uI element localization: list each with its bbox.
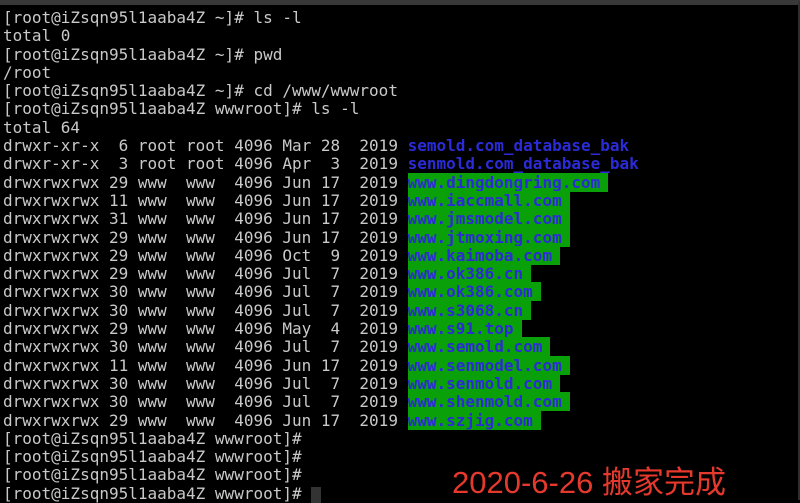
listing-row: drwxr-xr-x 6 root root 4096 Mar 28 2019 …: [3, 136, 639, 156]
directory-name: www.jtmoxing.com: [407, 227, 570, 247]
file-meta: drwxrwxrwx 11 www www 4096 Jun 17 2019: [3, 355, 408, 375]
file-meta: drwxr-xr-x 6 root root 4096 Mar 28 2019: [3, 136, 408, 156]
file-meta: drwxrwxrwx 29 www www 4096 Oct 9 2019: [3, 245, 408, 265]
directory-name: www.kaimoba.com: [407, 245, 561, 265]
terminal-line: [root@iZsqn95l1aaba4Z wwwroot]#: [3, 465, 312, 485]
directory-name: www.ok386.com: [407, 282, 541, 302]
directory-name: www.ok386.cn: [407, 264, 532, 284]
terminal-line: [root@iZsqn95l1aaba4Z wwwroot]#: [3, 428, 312, 448]
terminal-line: total 0: [3, 26, 71, 46]
cursor-block: [311, 486, 322, 503]
file-meta: drwxrwxrwx 29 www www 4096 Jun 17 2019: [3, 410, 408, 430]
terminal-line: total 64: [3, 117, 81, 137]
terminal-screen[interactable]: [root@iZsqn95l1aaba4Z ~]# ls -l total 0 [r…: [3, 8, 639, 503]
file-meta: drwxrwxrwx 29 www www 4096 Jun 17 2019: [3, 172, 408, 192]
directory-name: www.senmodel.com: [407, 355, 570, 375]
file-meta: drwxrwxrwx 30 www www 4096 Jul 7 2019: [3, 337, 408, 357]
directory-name: www.jmsmodel.com: [407, 209, 570, 229]
listing-row: drwxrwxrwx 29 www www 4096 Oct 9 2019 ww…: [3, 245, 639, 265]
listing-row: drwxrwxrwx 30 www www 4096 Jul 7 2019 ww…: [3, 300, 639, 320]
terminal-line: [root@iZsqn95l1aaba4Z wwwroot]#: [3, 484, 639, 503]
directory-name: www.shenmold.com: [407, 392, 570, 412]
listing-row: drwxrwxrwx 30 www www 4096 Jul 7 2019 ww…: [3, 337, 639, 357]
directory-name: www.senmold.com: [407, 373, 561, 393]
listing-row: drwxr-xr-x 3 root root 4096 Apr 3 2019 s…: [3, 155, 639, 173]
listing-row: drwxrwxrwx 29 www www 4096 Jun 17 2019 w…: [3, 172, 639, 192]
file-meta: drwxrwxrwx 29 www www 4096 Jun 17 2019: [3, 227, 408, 247]
listing-row: drwxrwxrwx 30 www www 4096 Jul 7 2019 ww…: [3, 282, 639, 302]
file-meta: drwxrwxrwx 30 www www 4096 Jul 7 2019: [3, 392, 408, 412]
file-meta: drwxrwxrwx 30 www www 4096 Jul 7 2019: [3, 300, 408, 320]
directory-name: senmold.com_database_bak: [407, 154, 639, 174]
directory-name: www.szjig.com: [407, 410, 541, 430]
terminal-line: /root: [3, 62, 52, 82]
listing-row: drwxrwxrwx 29 www www 4096 Jun 17 2019 w…: [3, 410, 639, 430]
file-meta: drwxrwxrwx 11 www www 4096 Jun 17 2019: [3, 190, 408, 210]
terminal-line: [root@iZsqn95l1aaba4Z wwwroot]#: [3, 447, 312, 467]
file-meta: drwxrwxrwx 30 www www 4096 Jul 7 2019: [3, 373, 408, 393]
file-meta: drwxrwxrwx 31 www www 4096 Jun 17 2019: [3, 209, 408, 229]
directory-name: www.s3068.cn: [407, 300, 532, 320]
listing-row: drwxrwxrwx 31 www www 4096 Jun 17 2019 w…: [3, 209, 639, 229]
listing-row: drwxrwxrwx 11 www www 4096 Jun 17 2019 w…: [3, 190, 639, 210]
terminal-line: [root@iZsqn95l1aaba4Z wwwroot]# ls -l: [3, 99, 360, 119]
file-meta: drwxr-xr-x 3 root root 4096 Apr 3 2019: [3, 154, 408, 174]
listing-row: drwxrwxrwx 30 www www 4096 Jul 7 2019 ww…: [3, 392, 639, 412]
file-meta: drwxrwxrwx 30 www www 4096 Jul 7 2019: [3, 282, 408, 302]
directory-name: www.dingdongring.com: [407, 172, 609, 192]
directory-name: www.s91.top: [407, 319, 522, 339]
directory-name: www.iaccmall.com: [407, 190, 570, 210]
directory-name: semold.com_database_bak: [407, 136, 630, 156]
listing-row: drwxrwxrwx 29 www www 4096 Jul 7 2019 ww…: [3, 264, 639, 284]
directory-name: www.semold.com: [407, 337, 551, 357]
listing-row: drwxrwxrwx 30 www www 4096 Jul 7 2019 ww…: [3, 373, 639, 393]
listing-row: drwxrwxrwx 29 www www 4096 May 4 2019 ww…: [3, 319, 639, 339]
annotation-text: 2020-6-26 搬家完成: [452, 465, 726, 500]
terminal-line: [root@iZsqn95l1aaba4Z ~]# ls -l: [3, 8, 302, 27]
listing-row: drwxrwxrwx 29 www www 4096 Jun 17 2019 w…: [3, 227, 639, 247]
terminal-line: [root@iZsqn95l1aaba4Z ~]# cd /www/wwwroo…: [3, 81, 398, 101]
file-meta: drwxrwxrwx 29 www www 4096 Jul 7 2019: [3, 264, 408, 284]
listing-row: drwxrwxrwx 11 www www 4096 Jun 17 2019 w…: [3, 355, 639, 375]
terminal-line: [root@iZsqn95l1aaba4Z ~]# pwd: [3, 44, 283, 64]
file-meta: drwxrwxrwx 29 www www 4096 May 4 2019: [3, 319, 408, 339]
